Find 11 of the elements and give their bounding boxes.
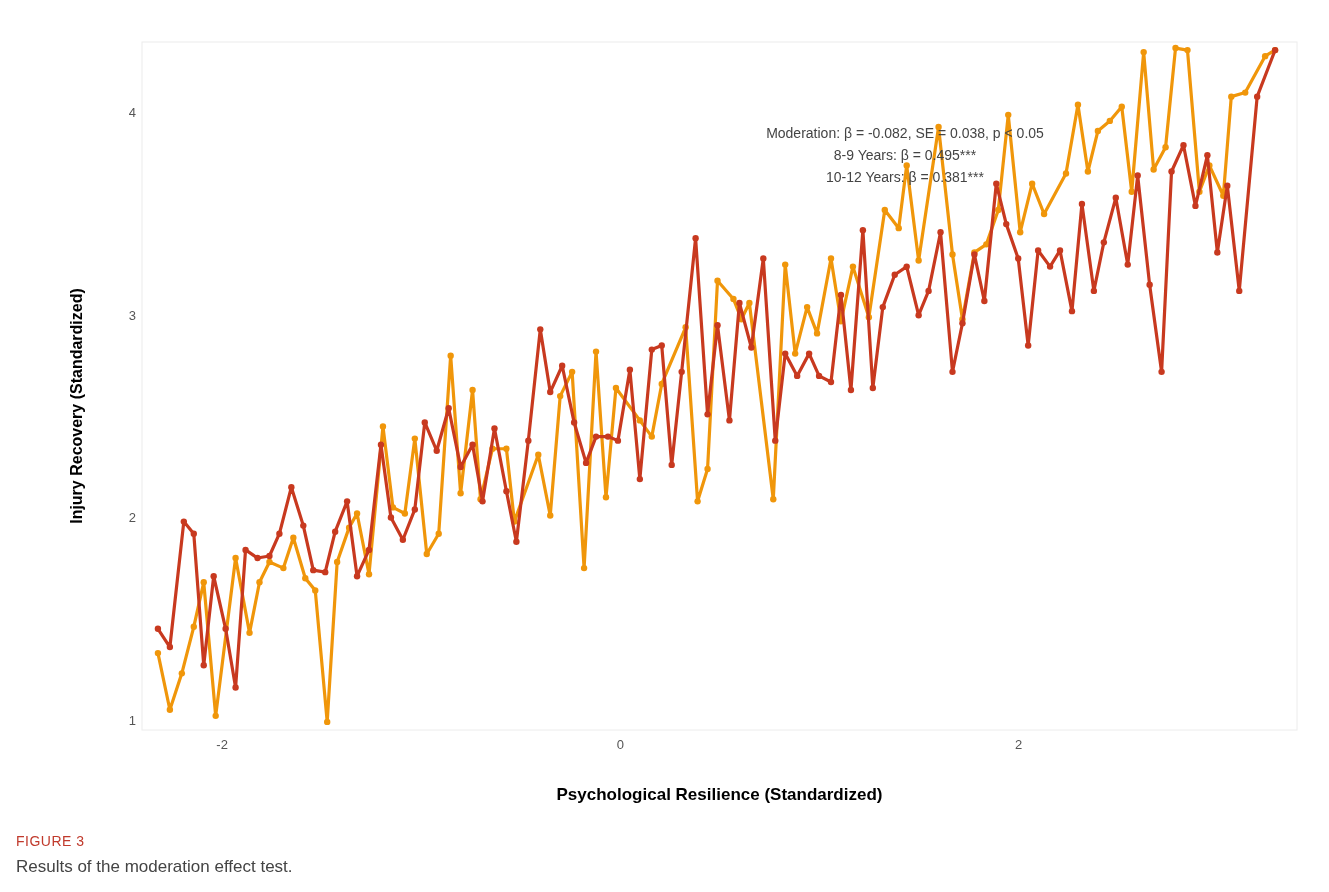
y-tick-label: 4	[128, 105, 136, 121]
x-tick-label: 0	[616, 737, 625, 753]
x-tick-label: -2	[216, 737, 228, 753]
x-axis-title: Psychological Resilience (Standardized)	[556, 785, 883, 804]
y-tick-label: 1	[128, 712, 136, 728]
y-tick-label: 3	[128, 307, 136, 323]
y-tick-label: 2	[128, 510, 136, 526]
y-axis-title: Injury Recovery (Standardized)	[68, 288, 85, 524]
caption: FIGURE 3	[16, 833, 85, 849]
text: Results of the moderation effect test.	[16, 857, 293, 876]
x-tick-label: 2	[1015, 737, 1023, 753]
